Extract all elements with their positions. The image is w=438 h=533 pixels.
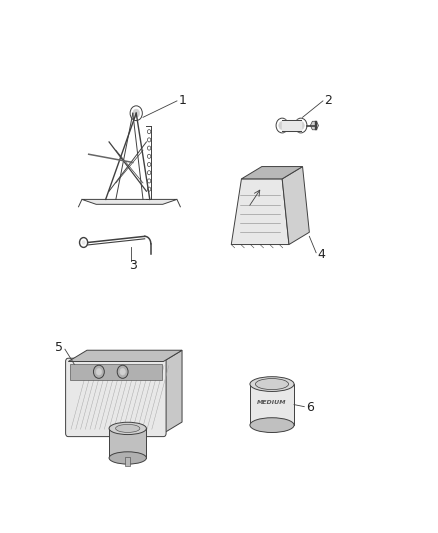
Circle shape xyxy=(120,368,125,375)
Text: 5: 5 xyxy=(55,342,63,354)
Text: 4: 4 xyxy=(318,248,326,261)
Ellipse shape xyxy=(109,422,146,434)
Polygon shape xyxy=(282,166,309,245)
Polygon shape xyxy=(311,121,318,130)
Ellipse shape xyxy=(250,377,294,391)
Text: 2: 2 xyxy=(325,94,332,107)
Ellipse shape xyxy=(255,378,289,390)
Polygon shape xyxy=(231,179,289,245)
Ellipse shape xyxy=(116,424,140,432)
Circle shape xyxy=(297,122,304,130)
Circle shape xyxy=(279,122,286,130)
Polygon shape xyxy=(82,199,177,204)
Bar xyxy=(70,365,162,380)
Text: MEDIUM: MEDIUM xyxy=(257,400,287,405)
FancyBboxPatch shape xyxy=(66,358,166,437)
Circle shape xyxy=(133,109,140,117)
Bar xyxy=(250,384,294,425)
Text: 3: 3 xyxy=(130,259,137,271)
Text: 1: 1 xyxy=(179,94,187,107)
Circle shape xyxy=(96,368,102,375)
Circle shape xyxy=(82,240,85,245)
Ellipse shape xyxy=(109,452,146,464)
Bar xyxy=(125,457,131,466)
Polygon shape xyxy=(68,350,182,361)
Polygon shape xyxy=(241,166,303,179)
Polygon shape xyxy=(163,350,182,433)
Text: 6: 6 xyxy=(306,401,314,414)
Ellipse shape xyxy=(250,418,294,432)
Bar xyxy=(109,429,146,458)
